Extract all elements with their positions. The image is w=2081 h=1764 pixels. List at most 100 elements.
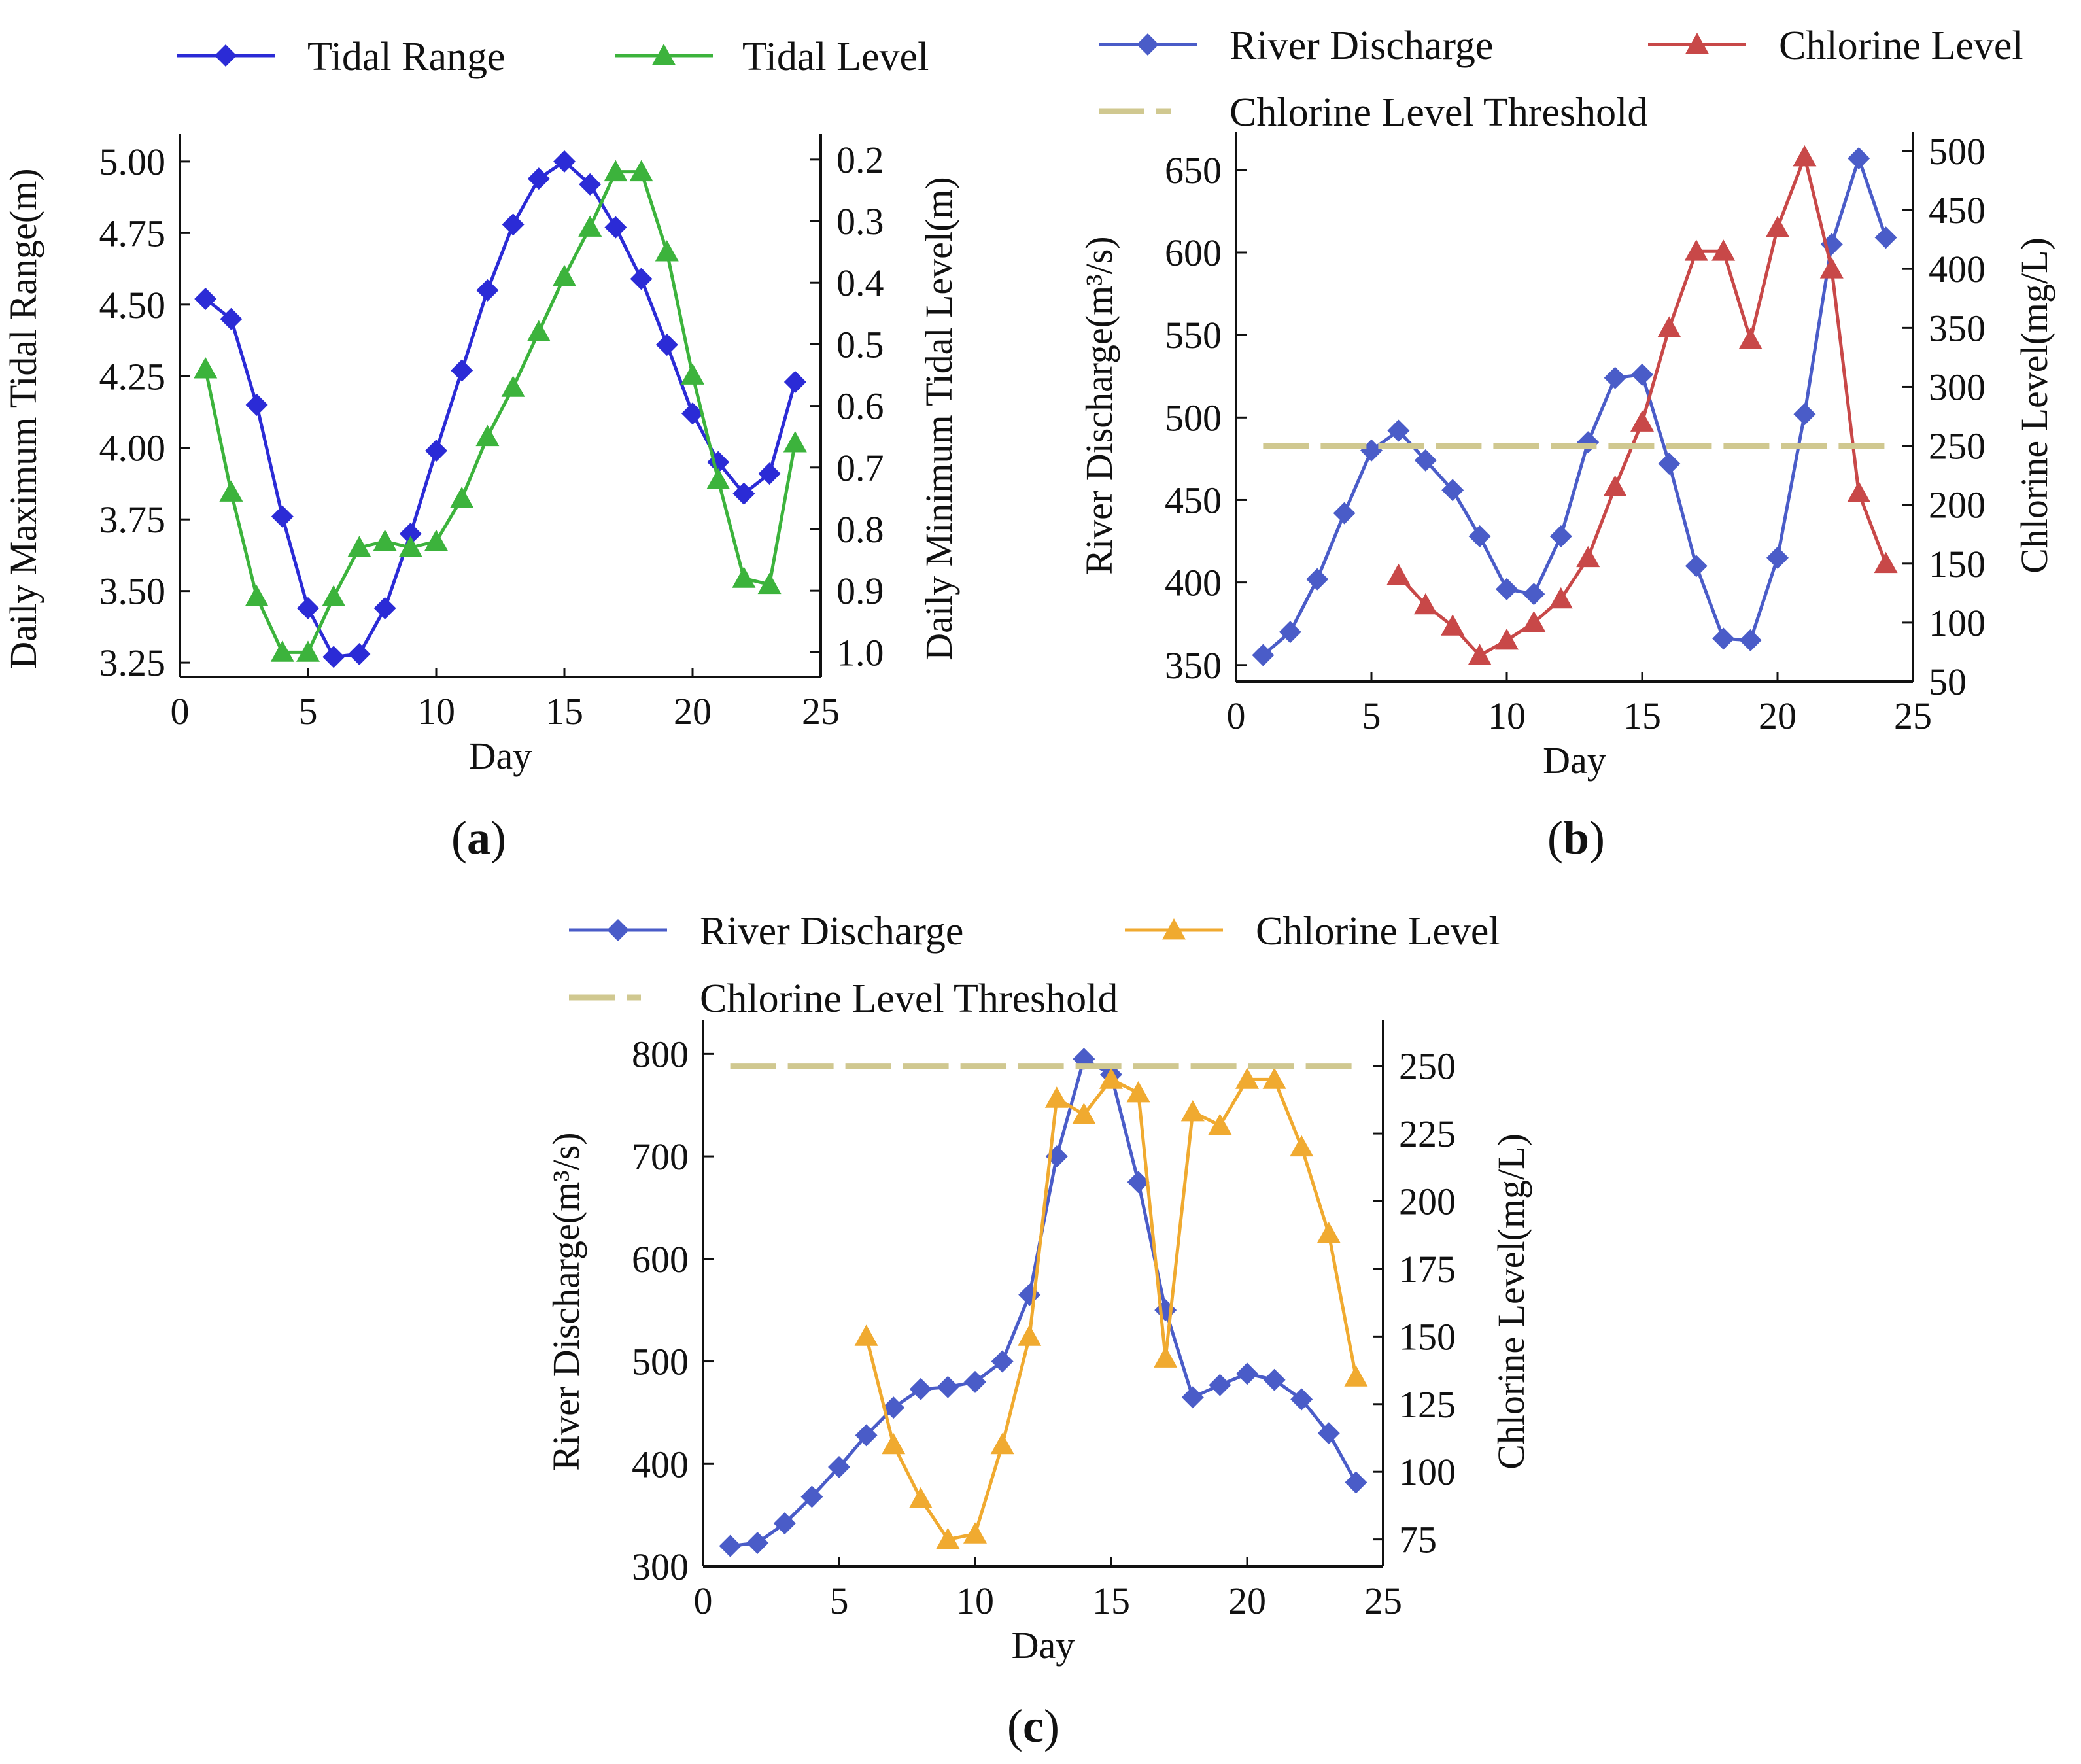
y-right-axis-label: Chlorine Level(mg/L) [2013, 237, 2055, 574]
y-left-tick-label: 5.00 [99, 141, 166, 183]
series-chlorine-level [854, 1067, 1368, 1549]
data-point [219, 480, 243, 502]
y-right-tick-label: 0.7 [836, 447, 884, 489]
panel-label-b: (b) [1547, 812, 1606, 864]
y-left-tick-label: 550 [1165, 314, 1222, 356]
legend-marker [1137, 33, 1159, 56]
x-tick-label: 25 [802, 690, 840, 733]
data-point [937, 1375, 959, 1398]
data-point [1874, 226, 1897, 249]
y-right-axis-label: Daily Minimum Tidal Level(m) [918, 177, 960, 660]
data-point [1317, 1422, 1340, 1445]
data-point [1126, 1081, 1150, 1103]
data-point [1549, 587, 1573, 609]
y-left-tick-label: 600 [632, 1238, 689, 1281]
data-point [1711, 239, 1736, 261]
data-point [1387, 419, 1410, 442]
x-tick-label: 15 [1092, 1580, 1130, 1622]
data-point [1236, 1362, 1258, 1385]
data-point [773, 1512, 796, 1535]
data-point [1263, 1368, 1286, 1391]
legend-label: Chlorine Level [1256, 909, 1500, 954]
data-point [220, 307, 243, 330]
legend-label: Chlorine Level Threshold [1230, 90, 1647, 135]
y-right-tick-label: 300 [1929, 366, 1986, 408]
y-left-tick-label: 4.75 [99, 212, 166, 254]
y-left-tick-label: 3.50 [99, 570, 166, 613]
data-point [706, 468, 731, 490]
data-point [1738, 328, 1763, 349]
data-point [425, 440, 447, 462]
data-point [450, 486, 474, 508]
y-right-tick-label: 0.2 [836, 139, 884, 181]
series-line [1262, 156, 1887, 657]
y-right-tick-label: 50 [1929, 661, 1967, 703]
y-right-axis-label: Chlorine Level(mg/L) [1490, 1133, 1532, 1470]
legend-marker [652, 44, 676, 65]
data-point [1360, 439, 1383, 462]
data-point [758, 462, 781, 485]
data-point [746, 1531, 769, 1554]
y-right-tick-label: 250 [1929, 425, 1986, 468]
y-left-axis-label: River Discharge(m³/s) [1078, 236, 1120, 574]
legend-entry: Chlorine Level [1648, 24, 2023, 68]
x-tick-label: 5 [1362, 695, 1381, 737]
data-point [681, 402, 704, 425]
data-point [1252, 644, 1275, 666]
data-point [604, 160, 628, 182]
y-right-tick-label: 100 [1399, 1451, 1456, 1493]
y-right-tick-label: 100 [1929, 602, 1986, 644]
data-point [1468, 525, 1491, 547]
data-point [1044, 1086, 1069, 1108]
x-tick-label: 15 [1623, 695, 1661, 737]
data-point [1306, 568, 1329, 591]
data-point [629, 160, 653, 182]
data-point [854, 1324, 878, 1346]
data-point [1766, 546, 1789, 569]
legend-entry: River Discharge [569, 909, 963, 954]
data-point [1181, 1386, 1204, 1409]
data-point [936, 1527, 960, 1549]
x-tick-label: 0 [694, 1580, 713, 1622]
data-point [1018, 1283, 1041, 1306]
data-point [1209, 1374, 1231, 1396]
data-point [322, 646, 345, 668]
data-point [1630, 410, 1654, 432]
data-point [1344, 1365, 1368, 1387]
y-right-tick-label: 500 [1929, 130, 1986, 173]
legend-label: Chlorine Level Threshold [700, 977, 1118, 1021]
y-left-tick-label: 650 [1165, 149, 1222, 192]
data-point [1658, 452, 1681, 475]
legend-entry: Chlorine Level Threshold [569, 977, 1118, 1021]
x-tick-label: 10 [956, 1580, 994, 1622]
y-left-axis-label: Daily Maximum Tidal Range(m) [2, 168, 44, 668]
x-tick-label: 10 [417, 690, 455, 733]
data-point [194, 288, 217, 311]
y-right-tick-label: 150 [1399, 1315, 1456, 1358]
data-point [1072, 1103, 1096, 1124]
data-point [527, 167, 550, 190]
legend-label: Chlorine Level [1779, 24, 2023, 68]
x-axis-label: Day [1543, 739, 1606, 782]
legend-label: River Discharge [1230, 24, 1493, 68]
y-left-tick-label: 4.00 [99, 427, 166, 470]
data-point [553, 150, 576, 173]
data-point [1603, 475, 1627, 497]
data-point [322, 585, 346, 606]
y-left-tick-label: 400 [1165, 562, 1222, 604]
data-point [732, 566, 756, 588]
series-line [203, 170, 797, 654]
data-point [1441, 614, 1465, 636]
legend-label: Tidal Range [307, 35, 506, 79]
y-right-tick-label: 225 [1399, 1113, 1456, 1155]
data-point [578, 215, 602, 237]
data-point [1793, 145, 1817, 167]
y-right-tick-label: 0.6 [836, 385, 884, 428]
data-point [1262, 1067, 1286, 1089]
series-line [730, 1057, 1358, 1548]
y-right-tick-label: 0.8 [836, 508, 884, 551]
data-point [373, 597, 396, 619]
data-point [347, 536, 371, 557]
y-right-tick-label: 400 [1929, 248, 1986, 290]
